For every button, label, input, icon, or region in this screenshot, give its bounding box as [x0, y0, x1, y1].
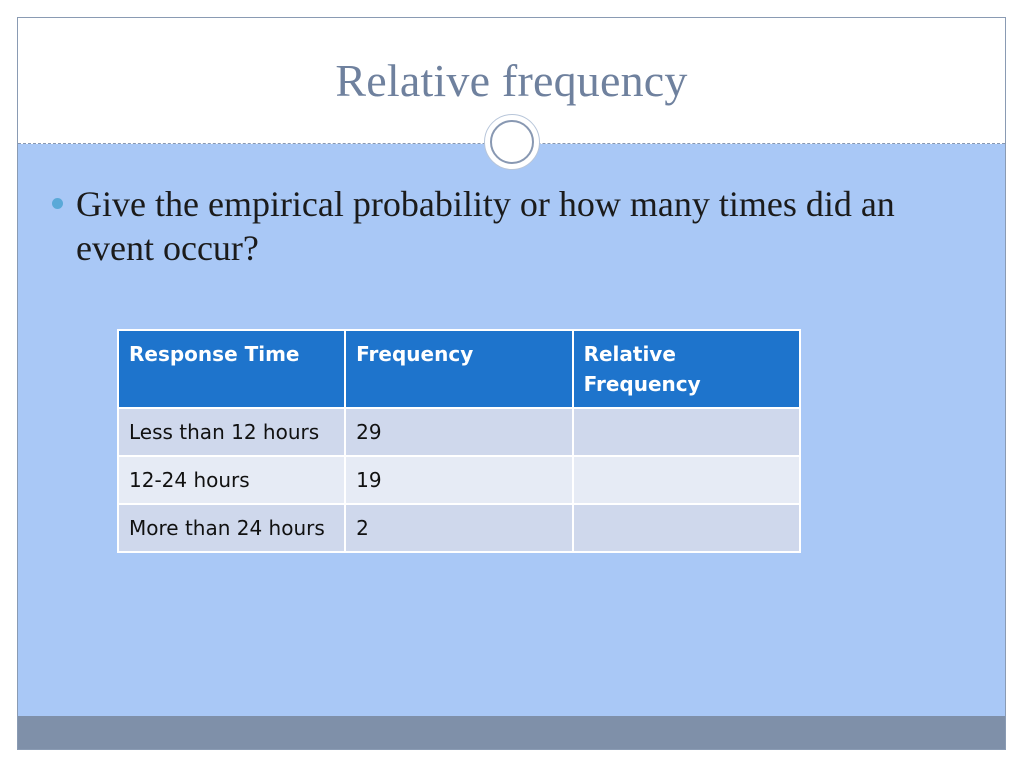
table-cell	[571, 503, 802, 553]
table-cell: Less than 12 hours	[116, 407, 347, 457]
slide-title: Relative frequency	[335, 55, 688, 106]
bullet-text: Give the empirical probability or how ma…	[76, 184, 895, 268]
table-row: More than 24 hours 2	[116, 503, 802, 553]
header-response-time: Response Time	[116, 329, 347, 409]
table-cell: 2	[344, 503, 574, 553]
header-relative-frequency: Relative Frequency	[571, 329, 802, 409]
ring-inner	[490, 120, 534, 164]
bullet-dot-icon	[52, 198, 63, 209]
table-cell: 12-24 hours	[116, 455, 347, 505]
table-cell: 19	[344, 455, 574, 505]
table-row: Less than 12 hours 29	[116, 407, 802, 457]
frequency-table: Response Time Frequency Relative Frequen…	[116, 329, 802, 553]
table-cell	[571, 455, 802, 505]
table-cell	[571, 407, 802, 457]
header-frequency: Frequency	[344, 329, 574, 409]
ring-ornament-icon	[484, 114, 540, 170]
footer-bar	[18, 716, 1005, 749]
table-cell: More than 24 hours	[116, 503, 347, 553]
table-header-row: Response Time Frequency Relative Frequen…	[116, 329, 802, 409]
table-row: 12-24 hours 19	[116, 455, 802, 505]
table-cell: 29	[344, 407, 574, 457]
slide: Relative frequency Give the empirical pr…	[17, 17, 1006, 750]
